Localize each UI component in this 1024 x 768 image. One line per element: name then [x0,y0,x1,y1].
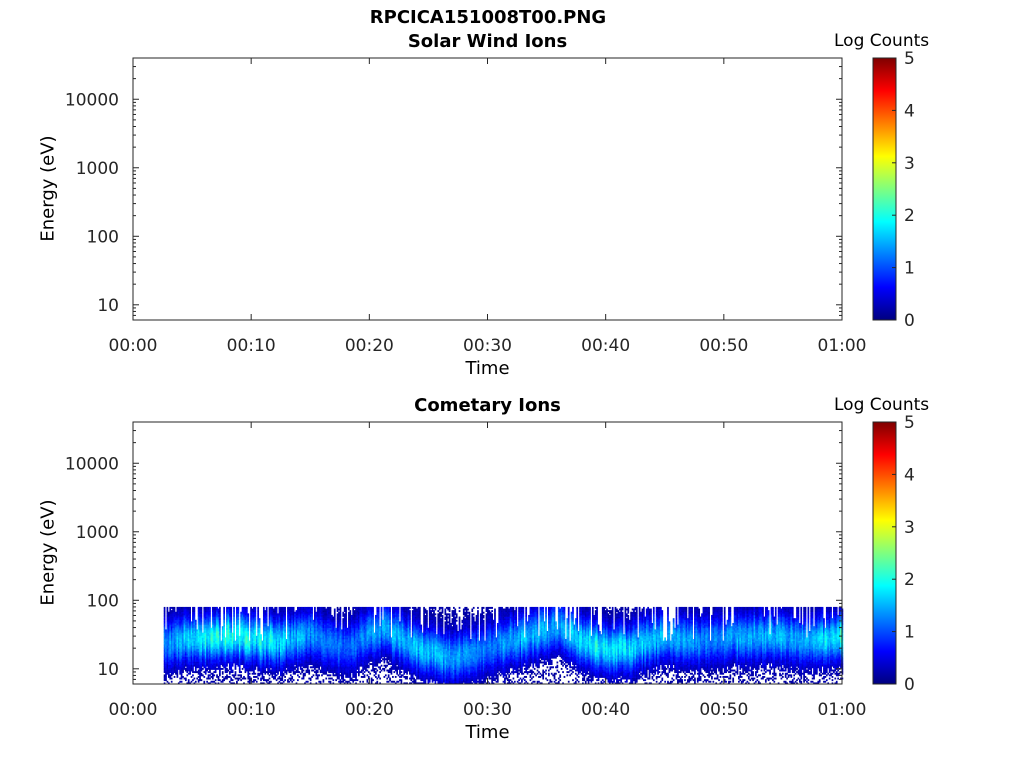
heatmap-cell [307,681,309,683]
heatmap-cell [334,609,336,611]
heatmap-cell [284,679,286,681]
heatmap-cell [257,678,259,680]
heatmap-cell [209,607,211,609]
heatmap-cell [293,679,295,681]
heatmap-cell [192,674,194,676]
heatmap-cell [233,607,235,609]
heatmap-cell [213,674,215,676]
heatmap-cell [237,607,239,609]
heatmap-cell [194,607,196,609]
heatmap-cell [240,674,242,676]
heatmap-cell [247,613,249,615]
heatmap-cell [308,670,310,672]
heatmap-cell [240,671,242,673]
heatmap-cell [203,681,205,683]
heatmap-cell [171,678,173,680]
x-tick-label: 01:00 [818,336,867,356]
y-tick-label: 100 [87,227,119,247]
heatmap-cell [330,674,332,676]
heatmap-cell [256,681,258,683]
heatmap-cell [246,607,248,609]
heatmap-cell [219,607,221,609]
heatmap-cell [181,681,183,683]
heatmap-cell [284,676,286,678]
heatmap-cell [235,671,237,673]
heatmap-cell [332,679,334,681]
heatmap-cell [167,607,169,609]
x-tick-label: 00:30 [463,336,512,356]
heatmap-cell [270,681,272,683]
heatmap-cell [257,607,259,609]
heatmap-cell [298,676,300,678]
heatmap-cell [201,607,203,609]
colorbar-tick-label: 5 [904,49,915,69]
heatmap-cell [293,607,295,609]
heatmap-cell [222,671,224,673]
heatmap-cell [249,673,251,675]
heatmap-cell [330,607,332,609]
heatmap-cell [311,607,313,609]
heatmap-cell [254,607,256,609]
heatmap-cell [318,674,320,676]
heatmap-cell [164,607,166,609]
colorbar-tick-label: 2 [904,206,915,226]
colorbar-tick-label: 3 [904,154,915,174]
heatmap-cell [314,607,316,609]
heatmap-cell [297,679,299,681]
colorbar-tick-label: 1 [904,259,915,279]
y-tick-label: 1000 [76,159,119,179]
heatmap-cell [259,618,261,620]
heatmap-cell [291,676,293,678]
heatmap-cell [323,679,325,681]
heatmap-cell [171,681,173,683]
heatmap-cell [188,679,190,681]
heatmap-cell [276,607,278,609]
heatmap-cells [164,607,844,684]
x-tick-label: 00:10 [227,336,276,356]
heatmap-cell [232,679,234,681]
heatmap-cell [269,678,271,680]
heatmap-cell [263,607,265,609]
y-tick-label: 10 [97,296,119,316]
heatmap-cell [303,670,305,672]
x-tick-label: 00:40 [581,336,630,356]
x-tick-label: 00:20 [345,336,394,356]
y-tick-label: 10000 [65,90,119,110]
colorbar-tick-label: 0 [904,311,915,331]
heatmap-cell [174,607,176,609]
heatmap-cell [325,678,327,680]
heatmap-cell [254,673,256,675]
plot-area-frame [133,58,842,320]
x-tick-label: 00:00 [109,336,158,356]
heatmap-cell [266,607,268,609]
heatmap-cell [320,681,322,683]
heatmap-cell [174,676,176,678]
colorbar-tick-label: 4 [904,101,915,121]
heatmap-cell [201,679,203,681]
heatmap-cell [284,607,286,609]
x-tick-label: 00:50 [699,336,748,356]
heatmap-cell [194,678,196,680]
heatmap-cell [260,634,262,636]
heatmap-cell [189,607,191,609]
heatmap-cell [215,679,217,681]
heatmap-cell [195,620,197,622]
heatmap-cell [313,674,315,676]
heatmap-cell [223,607,225,609]
heatmap-cell [195,681,197,683]
heatmap-cell [203,676,205,678]
heatmap-cell [230,607,232,609]
heatmap-cell [185,678,187,680]
heatmap-cell [263,676,265,678]
heatmap-cell [330,681,332,683]
heatmap-cell [232,670,234,672]
colorbar [873,58,896,320]
heatmap-cell [245,678,247,680]
